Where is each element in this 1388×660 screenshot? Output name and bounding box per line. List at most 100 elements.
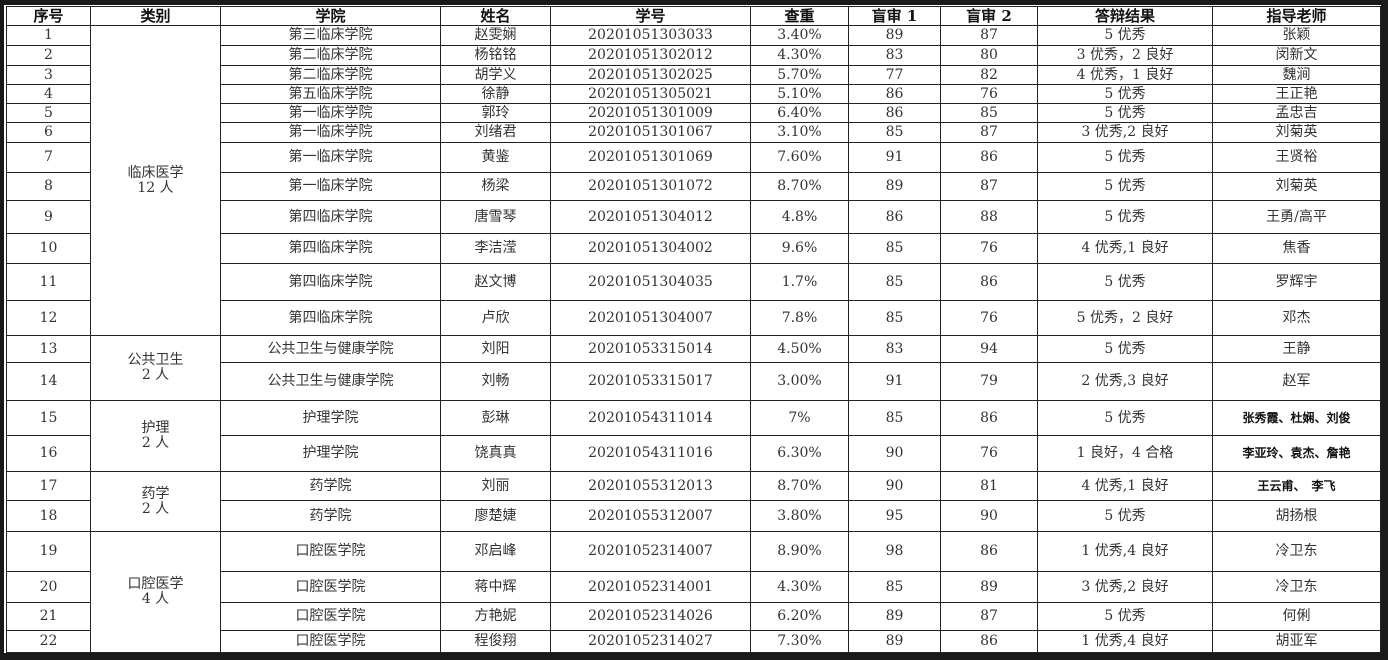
- similarity-cell: 7%: [750, 400, 849, 436]
- review-2-cell: 76: [940, 435, 1038, 472]
- college-cell: 第五临床学院: [220, 84, 441, 104]
- column-header: 类别: [90, 6, 221, 26]
- college-cell: 第四临床学院: [220, 200, 441, 234]
- advisor-cell: 魏涧: [1212, 65, 1381, 85]
- index-cell: 2: [6, 45, 91, 66]
- category-name: 临床医学: [127, 164, 184, 181]
- college-cell: 第二临床学院: [220, 45, 441, 66]
- review-1-cell: 83: [848, 335, 941, 363]
- college-cell: 护理学院: [220, 400, 441, 436]
- review-2-cell: 88: [940, 200, 1038, 234]
- name-cell: 赵雯娴: [440, 25, 551, 46]
- college-cell: 口腔医学院: [220, 531, 441, 572]
- defense-result-cell: 5 优秀，2 良好: [1037, 300, 1213, 336]
- category-name: 口腔医学: [127, 576, 184, 592]
- review-1-cell: 85: [848, 263, 941, 301]
- review-2-cell: 85: [940, 103, 1038, 123]
- category-count: 2 人: [141, 367, 170, 383]
- defense-result-cell: 4 优秀,1 良好: [1037, 233, 1213, 264]
- defense-result-cell: 5 优秀: [1037, 142, 1213, 173]
- advisor-cell: 王正艳: [1212, 84, 1381, 104]
- college-cell: 第四临床学院: [220, 300, 441, 336]
- review-1-cell: 89: [848, 630, 941, 653]
- student-id-cell: 20201054311016: [550, 435, 751, 472]
- similarity-cell: 6.20%: [750, 602, 849, 631]
- review-1-cell: 86: [848, 200, 941, 234]
- review-2-cell: 87: [940, 25, 1038, 46]
- college-cell: 第一临床学院: [220, 103, 441, 123]
- review-1-cell: 89: [848, 172, 941, 201]
- similarity-cell: 8.70%: [750, 172, 849, 201]
- student-id-cell: 20201051304012: [550, 200, 751, 234]
- defense-result-cell: 4 优秀，1 良好: [1037, 65, 1213, 85]
- defense-result-cell: 3 优秀,2 良好: [1037, 571, 1213, 603]
- review-1-cell: 85: [848, 233, 941, 264]
- student-id-cell: 20201055312013: [550, 471, 751, 501]
- table-row: 1 临床医学 12 人第三临床学院 赵雯娴 20201051303033 3.40% 89 8…: [6, 25, 1381, 336]
- advisor-cell: 胡亚军: [1212, 630, 1381, 653]
- similarity-cell: 7.60%: [750, 142, 849, 173]
- college-cell: 护理学院: [220, 435, 441, 472]
- review-2-cell: 86: [940, 630, 1038, 653]
- review-1-cell: 77: [848, 65, 941, 85]
- category-count: 2 人: [141, 500, 170, 517]
- college-cell: 口腔医学院: [220, 571, 441, 603]
- table-row: 17 药学 2 人药学院 刘丽 20201055312013 8.70% 90 81 4 优秀,…: [6, 471, 1381, 532]
- college-cell: 第一临床学院: [220, 172, 441, 201]
- name-cell: 黄鉴: [440, 142, 551, 173]
- similarity-cell: 4.30%: [750, 571, 849, 603]
- defense-result-cell: 5 优秀: [1037, 500, 1213, 532]
- similarity-cell: 6.40%: [750, 103, 849, 123]
- defense-result-cell: 5 优秀: [1037, 263, 1213, 301]
- name-cell: 方艳妮: [440, 602, 551, 631]
- defense-result-cell: 3 优秀,2 良好: [1037, 122, 1213, 143]
- review-2-cell: 81: [940, 471, 1038, 501]
- index-cell: 11: [6, 263, 91, 301]
- similarity-cell: 4.50%: [750, 335, 849, 363]
- review-1-cell: 86: [848, 84, 941, 104]
- name-cell: 刘畅: [440, 362, 551, 401]
- index-cell: 13: [6, 335, 91, 363]
- name-cell: 彭琳: [440, 400, 551, 436]
- column-header: 姓名: [440, 6, 551, 26]
- defense-result-cell: 5 优秀: [1037, 172, 1213, 201]
- defense-result-cell: 2 优秀,3 良好: [1037, 362, 1213, 401]
- name-cell: 邓启峰: [440, 531, 551, 572]
- similarity-cell: 1.7%: [750, 263, 849, 301]
- student-id-cell: 20201051304002: [550, 233, 751, 264]
- index-cell: 21: [6, 602, 91, 631]
- defense-result-cell: 5 优秀: [1037, 84, 1213, 104]
- table-row: 5 第一临床学院 郭玲 20201051301009 6.40% 86 85 5 优秀 孟忠吉: [6, 103, 1381, 123]
- table-row: 8 第一临床学院 杨梁 20201051301072 8.70% 89 87 5 优秀 刘菊英: [6, 172, 1381, 201]
- review-2-cell: 87: [940, 602, 1038, 631]
- advisor-cell: 张颖: [1212, 25, 1381, 46]
- college-cell: 第四临床学院: [220, 263, 441, 301]
- name-cell: 郭玲: [440, 103, 551, 123]
- similarity-cell: 9.6%: [750, 233, 849, 264]
- student-id-cell: 20201051301069: [550, 142, 751, 173]
- index-cell: 18: [6, 500, 91, 532]
- review-1-cell: 90: [848, 435, 941, 472]
- category-name: 公共卫生: [127, 352, 184, 368]
- review-1-cell: 85: [848, 571, 941, 603]
- review-2-cell: 89: [940, 571, 1038, 603]
- advisor-cell: 焦香: [1212, 233, 1381, 264]
- advisor-cell: 邓杰: [1212, 300, 1381, 336]
- college-cell: 药学院: [220, 471, 441, 501]
- index-cell: 19: [6, 531, 91, 572]
- defense-result-cell: 5 优秀: [1037, 602, 1213, 631]
- advisor-cell: 张秀霞、杜娴、刘俊: [1212, 400, 1381, 436]
- review-1-cell: 89: [848, 602, 941, 631]
- table-row: 12 第四临床学院 卢欣 20201051304007 7.8% 85 76 5 优秀，2 良…: [6, 300, 1381, 336]
- category-name: 护理: [141, 420, 170, 436]
- college-cell: 药学院: [220, 500, 441, 532]
- table-row: 7 第一临床学院 黄鉴 20201051301069 7.60% 91 86 5 优秀 王贤裕: [6, 142, 1381, 173]
- student-results-table: 序号 类别 学院 姓名 学号 查重 盲审 1 盲审 2 答辩结果 指导老师 1 临床医学 12 人第三…: [6, 6, 1381, 653]
- review-2-cell: 87: [940, 122, 1038, 143]
- similarity-cell: 8.90%: [750, 531, 849, 572]
- student-id-cell: 20201054311014: [550, 400, 751, 436]
- review-2-cell: 82: [940, 65, 1038, 85]
- review-2-cell: 86: [940, 142, 1038, 173]
- column-header: 学院: [220, 6, 441, 26]
- student-id-cell: 20201051304035: [550, 263, 751, 301]
